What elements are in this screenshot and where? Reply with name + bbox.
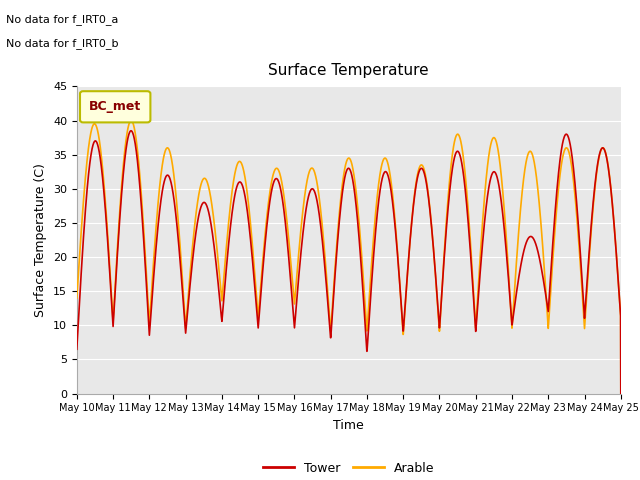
Legend: Tower, Arable: Tower, Arable <box>258 456 440 480</box>
Text: No data for f_IRT0_b: No data for f_IRT0_b <box>6 38 119 49</box>
Text: No data for f_IRT0_a: No data for f_IRT0_a <box>6 14 119 25</box>
Title: Surface Temperature: Surface Temperature <box>269 63 429 78</box>
X-axis label: Time: Time <box>333 419 364 432</box>
Y-axis label: Surface Temperature (C): Surface Temperature (C) <box>35 163 47 317</box>
Text: BC_met: BC_met <box>89 100 141 113</box>
